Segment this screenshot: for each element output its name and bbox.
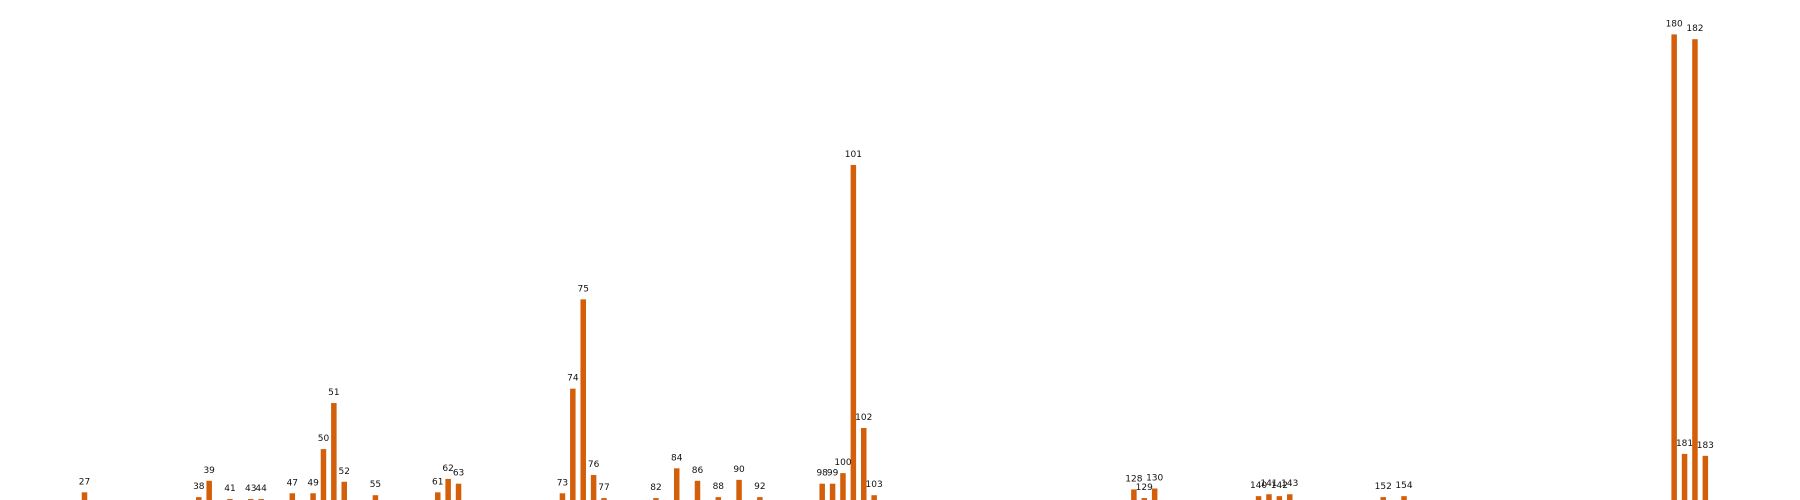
- bar-152: [1380, 497, 1386, 500]
- bar-label-55: 55: [370, 480, 381, 490]
- bar-label-51: 51: [328, 388, 339, 398]
- bar-label-76: 76: [588, 460, 600, 470]
- bar-142: [1276, 496, 1283, 500]
- bar-102: [861, 428, 867, 500]
- bar-label-152: 152: [1375, 482, 1392, 492]
- bar-label-182: 182: [1686, 24, 1703, 34]
- bar-label-82: 82: [650, 483, 661, 493]
- bar-label-128: 128: [1125, 474, 1142, 484]
- bar-92: [757, 497, 763, 500]
- bar-103: [871, 495, 877, 500]
- bars-group: [81, 34, 1709, 500]
- bar-label-86: 86: [692, 466, 704, 476]
- bar-label-183: 183: [1697, 441, 1714, 451]
- bar-label-74: 74: [567, 374, 579, 384]
- bar-49: [310, 493, 316, 500]
- bar-73: [559, 493, 566, 500]
- bar-76: [590, 475, 597, 500]
- bar-101: [850, 164, 857, 500]
- bar-154: [1401, 496, 1407, 500]
- bar-130: [1151, 488, 1158, 500]
- bar-181: [1681, 453, 1688, 500]
- bar-27: [81, 492, 88, 500]
- bar-label-41: 41: [224, 484, 235, 494]
- bar-label-181: 181: [1676, 439, 1693, 449]
- bar-82: [653, 498, 659, 500]
- bar-label-154: 154: [1395, 481, 1412, 491]
- bar-label-61: 61: [432, 477, 443, 487]
- bar-label-49: 49: [307, 478, 319, 488]
- bar-39: [206, 480, 212, 500]
- bar-label-27: 27: [79, 477, 90, 487]
- bar-label-92: 92: [754, 482, 765, 492]
- bar-100: [840, 473, 846, 500]
- bar-label-130: 130: [1146, 473, 1163, 483]
- bar-84: [673, 468, 680, 500]
- bar-77: [601, 498, 607, 500]
- bar-label-180: 180: [1666, 19, 1683, 29]
- bar-141: [1266, 494, 1272, 500]
- bar-86: [694, 480, 701, 500]
- bar-47: [289, 493, 296, 500]
- bar-180: [1671, 34, 1677, 500]
- bar-128: [1131, 489, 1137, 500]
- bar-label-75: 75: [577, 284, 588, 294]
- bar-label-98: 98: [816, 469, 828, 479]
- bar-51: [331, 403, 337, 500]
- bar-183: [1702, 455, 1709, 500]
- bar-74: [570, 388, 576, 500]
- bar-99: [829, 483, 836, 500]
- bar-129: [1141, 498, 1148, 500]
- bar-label-77: 77: [598, 483, 609, 493]
- bar-label-84: 84: [671, 453, 683, 463]
- bar-label-47: 47: [287, 478, 298, 488]
- bar-label-99: 99: [827, 469, 839, 479]
- bar-143: [1286, 494, 1293, 500]
- bar-label-62: 62: [442, 464, 453, 474]
- bar-55: [372, 495, 379, 500]
- bar-label-39: 39: [203, 466, 215, 476]
- bar-label-129: 129: [1136, 483, 1153, 493]
- bar-label-63: 63: [453, 469, 464, 479]
- bar-52: [341, 481, 347, 500]
- bar-label-142: 142: [1271, 481, 1288, 491]
- bar-182: [1692, 39, 1698, 500]
- bar-label-103: 103: [866, 480, 883, 490]
- bar-62: [445, 478, 451, 500]
- bar-label-52: 52: [339, 467, 350, 477]
- bar-label-88: 88: [713, 482, 725, 492]
- bar-label-44: 44: [255, 484, 267, 494]
- bar-90: [736, 479, 742, 500]
- bar-label-43: 43: [245, 484, 256, 494]
- bar-98: [819, 483, 825, 500]
- bar-50: [320, 449, 327, 500]
- bar-label-100: 100: [834, 458, 851, 468]
- bar-label-102: 102: [855, 413, 872, 423]
- bar-label-141: 141: [1260, 479, 1277, 489]
- bar-label-140: 140: [1250, 481, 1267, 491]
- bar-63: [455, 483, 462, 500]
- bar-61: [435, 492, 441, 500]
- bar-label-73: 73: [557, 478, 568, 488]
- bar-label-38: 38: [193, 482, 205, 492]
- bar-38: [196, 497, 202, 500]
- bar-75: [580, 299, 586, 500]
- bar-label-101: 101: [845, 150, 862, 160]
- bar-label-90: 90: [733, 465, 745, 475]
- bar-140: [1255, 496, 1262, 500]
- bar-label-143: 143: [1281, 479, 1298, 489]
- bar-88: [715, 497, 722, 500]
- bar-label-50: 50: [318, 434, 330, 444]
